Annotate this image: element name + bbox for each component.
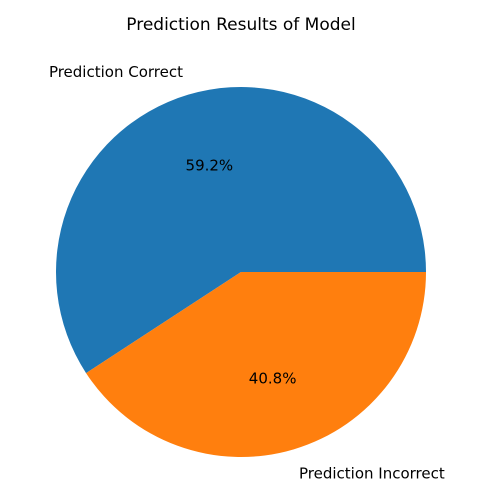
pie-slice-1 xyxy=(55,86,427,374)
slice-percent-label-2: 40.8% xyxy=(249,369,297,387)
pie-slice-2 xyxy=(86,272,426,457)
chart-title: Prediction Results of Model xyxy=(126,15,355,35)
slice-category-label-1: Prediction Correct xyxy=(49,63,183,81)
slice-percent-label-1: 59.2% xyxy=(186,157,234,175)
slices-layer xyxy=(55,86,427,457)
slice-category-label-2: Prediction Incorrect xyxy=(299,464,445,482)
labels-layer: 59.2% Prediction Correct 40.8% Prediction I… xyxy=(49,63,445,482)
